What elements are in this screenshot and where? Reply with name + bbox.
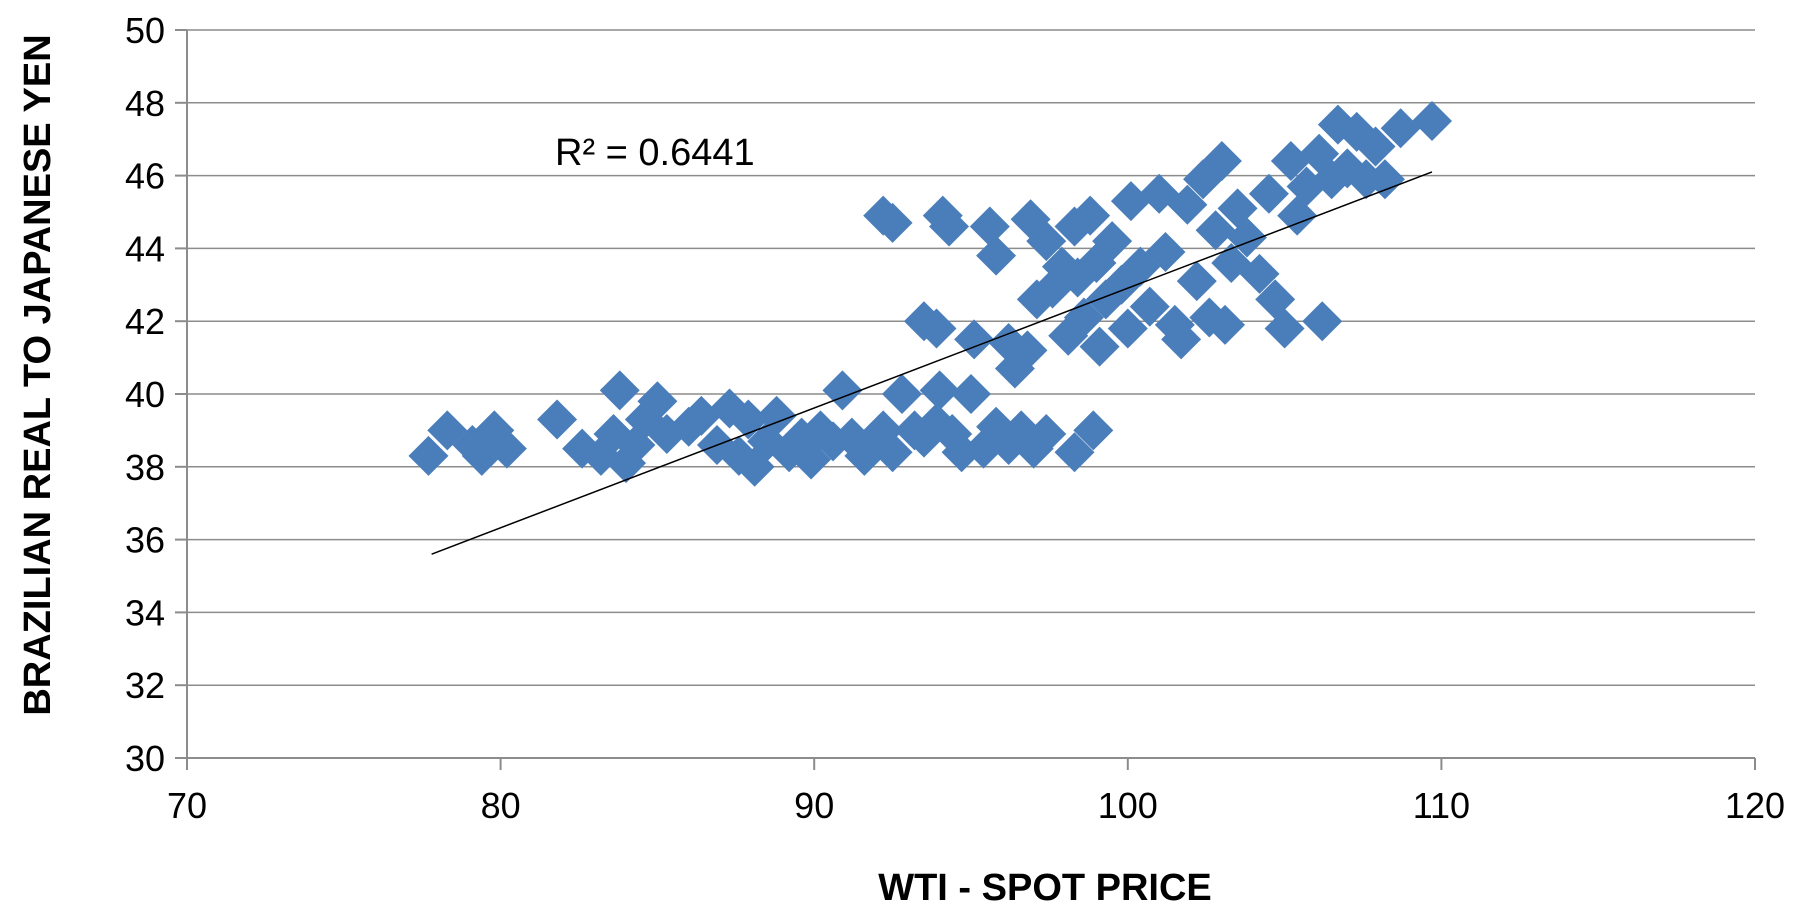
x-tick-label: 80: [481, 785, 521, 826]
x-tick-labels: 70 80 90 100 110 120: [167, 785, 1785, 826]
trendline-group: [431, 171, 1433, 555]
data-point: [1079, 326, 1120, 367]
y-tick-label: 46: [125, 156, 165, 197]
data-point: [1073, 410, 1114, 451]
data-point: [872, 432, 913, 473]
y-tick-labels: 30 32 34 36 38 40 42 44 46 48 50: [125, 10, 165, 779]
trendline: [431, 171, 1433, 555]
data-point: [872, 202, 913, 243]
gridlines: [187, 29, 1755, 686]
data-point: [822, 370, 863, 411]
y-tick-label: 30: [125, 738, 165, 779]
data-point: [1239, 253, 1280, 294]
x-tick-label: 100: [1098, 785, 1158, 826]
data-point: [1167, 184, 1208, 225]
data-point: [994, 348, 1035, 389]
data-point: [1176, 261, 1217, 302]
data-point: [1145, 232, 1186, 273]
data-points: [408, 101, 1452, 487]
y-tick-label: 36: [125, 520, 165, 561]
data-point: [951, 374, 991, 414]
y-tick-label: 38: [125, 447, 165, 488]
data-point: [976, 235, 1017, 276]
x-tick-label: 110: [1413, 785, 1470, 826]
data-point: [637, 381, 678, 422]
data-point: [1226, 217, 1267, 258]
data-point: [1195, 210, 1236, 251]
data-point: [1129, 286, 1170, 327]
data-point: [1054, 432, 1095, 473]
data-point: [486, 428, 527, 469]
r-squared-annotation: R² = 0.6441: [555, 132, 755, 174]
y-axis-title: BRAZILIAN REAL TO JAPANESE YEN: [17, 34, 59, 715]
y-tick-label: 42: [125, 301, 165, 342]
y-tick-label: 32: [125, 665, 165, 706]
data-point: [1063, 297, 1104, 338]
data-point: [1364, 159, 1405, 200]
data-point: [1201, 141, 1242, 182]
data-point: [969, 206, 1010, 247]
data-point: [1380, 108, 1421, 149]
x-tick-label: 120: [1725, 785, 1785, 826]
y-tick-label: 44: [125, 228, 165, 269]
data-point: [408, 435, 449, 476]
y-tick-label: 40: [125, 374, 165, 415]
data-point: [1161, 319, 1202, 360]
data-point: [1248, 173, 1289, 214]
data-point: [1355, 126, 1396, 167]
x-tick-label: 90: [794, 785, 834, 826]
data-point: [929, 206, 970, 247]
y-tick-label: 34: [125, 592, 165, 633]
data-point: [916, 308, 957, 349]
x-axis-title: WTI - SPOT PRICE: [878, 867, 1212, 909]
data-point: [1110, 181, 1151, 222]
data-point: [1411, 101, 1452, 141]
data-point: [1302, 301, 1343, 342]
data-point: [681, 395, 722, 436]
y-tick-label: 50: [125, 10, 165, 51]
y-tick-label: 48: [125, 83, 165, 124]
data-point: [1070, 195, 1111, 236]
data-point: [1270, 141, 1311, 182]
data-point: [882, 374, 923, 414]
data-point: [537, 399, 578, 440]
axes: [175, 29, 1756, 770]
data-point: [1092, 221, 1133, 262]
data-point: [919, 370, 960, 411]
data-point: [1264, 308, 1305, 349]
data-point: [954, 319, 995, 360]
x-tick-label: 70: [167, 785, 207, 826]
data-point: [1107, 308, 1148, 349]
data-point: [1007, 330, 1048, 371]
data-point: [1205, 304, 1246, 345]
data-point: [1026, 414, 1067, 455]
data-point: [1026, 221, 1067, 262]
data-point: [599, 370, 640, 411]
